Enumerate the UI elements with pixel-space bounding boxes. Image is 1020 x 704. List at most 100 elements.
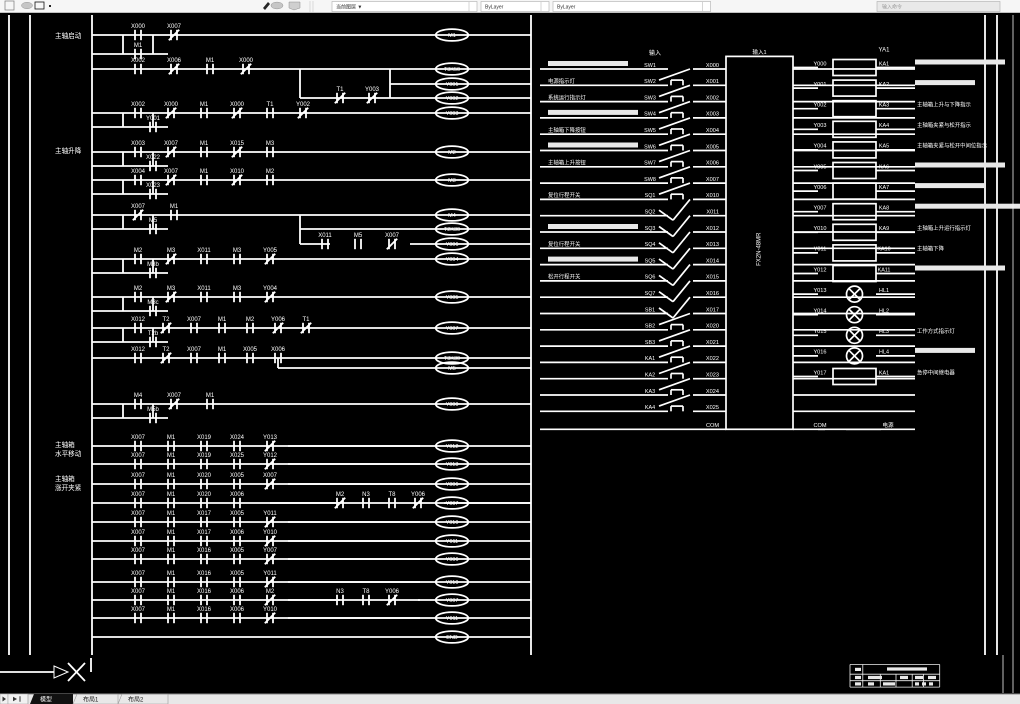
svg-text:X005: X005 — [230, 548, 245, 554]
svg-text:Y007: Y007 — [813, 206, 826, 212]
svg-text:X007: X007 — [131, 530, 146, 536]
svg-text:M2: M2 — [266, 589, 275, 595]
svg-text:SW7: SW7 — [644, 161, 656, 167]
svg-text:KA8: KA8 — [879, 206, 889, 212]
svg-text:SW5: SW5 — [644, 128, 656, 134]
svg-text:复位行程开关: 复位行程开关 — [548, 191, 581, 199]
svg-text:松开行程开关: 松开行程开关 — [548, 273, 581, 281]
svg-text:T1: T1 — [302, 317, 310, 323]
svg-text:X006: X006 — [271, 347, 286, 353]
svg-text:X024: X024 — [706, 389, 719, 395]
svg-text:Y012: Y012 — [263, 453, 278, 459]
svg-text:X005: X005 — [230, 511, 245, 517]
svg-text:X024: X024 — [230, 435, 245, 441]
svg-text:X011: X011 — [706, 210, 719, 216]
svg-text:M1: M1 — [167, 571, 176, 577]
svg-text:Y013: Y013 — [813, 288, 826, 294]
svg-text:主轴箱上升与下降指示: 主轴箱上升与下降指示 — [917, 101, 972, 109]
svg-text:T2K30: T2K30 — [444, 227, 460, 233]
svg-text:X006: X006 — [167, 58, 182, 64]
svg-text:Y010: Y010 — [263, 530, 278, 536]
svg-text:布局1: 布局1 — [83, 696, 99, 704]
svg-text:Y006: Y006 — [385, 589, 400, 595]
svg-text:SB2: SB2 — [645, 324, 655, 330]
svg-text:Y004: Y004 — [263, 286, 278, 292]
svg-text:工作方式指示灯: 工作方式指示灯 — [917, 327, 955, 335]
svg-text:水平移动: 水平移动 — [55, 449, 82, 458]
svg-text:X012: X012 — [131, 317, 146, 323]
svg-text:X006: X006 — [230, 589, 245, 595]
svg-text:X016: X016 — [197, 607, 212, 613]
svg-text:M1: M1 — [167, 530, 176, 536]
svg-text:T2: T2 — [162, 317, 170, 323]
svg-text:Y014: Y014 — [813, 309, 826, 315]
svg-text:X007: X007 — [385, 233, 400, 239]
svg-text:涨开夹紧: 涨开夹紧 — [55, 483, 82, 492]
svg-text:KA5: KA5 — [879, 144, 889, 150]
svg-text:M3: M3 — [233, 286, 242, 292]
svg-text:END: END — [446, 635, 458, 641]
svg-text:M2: M2 — [336, 492, 345, 498]
svg-text:M1: M1 — [200, 169, 209, 175]
svg-text:X015: X015 — [706, 275, 719, 281]
svg-text:Y011: Y011 — [263, 571, 277, 577]
svg-text:X012: X012 — [131, 347, 146, 353]
svg-text:KA10: KA10 — [877, 247, 890, 253]
svg-text:Y011: Y011 — [263, 511, 277, 517]
svg-text:主轴箱夹紧与松开中间位指示: 主轴箱夹紧与松开中间位指示 — [917, 142, 988, 150]
svg-text:X016: X016 — [706, 291, 719, 297]
svg-text:X020: X020 — [706, 324, 719, 330]
svg-text:COM: COM — [706, 423, 719, 429]
svg-text:SW1: SW1 — [644, 63, 656, 69]
svg-text:Y010: Y010 — [446, 520, 459, 526]
svg-text:X011: X011 — [197, 248, 211, 254]
svg-text:M2: M2 — [448, 150, 456, 156]
svg-text:输入命令: 输入命令 — [882, 4, 902, 11]
svg-text:Y007: Y007 — [263, 548, 278, 554]
svg-text:HL4: HL4 — [879, 350, 889, 356]
svg-text:KA1: KA1 — [879, 61, 889, 67]
svg-text:Y013: Y013 — [263, 435, 278, 441]
svg-text:ByLayer: ByLayer — [557, 5, 576, 11]
svg-text:M3: M3 — [266, 141, 275, 147]
svg-text:主轴箱夹紧与松开指示: 主轴箱夹紧与松开指示 — [917, 121, 972, 129]
svg-text:Y015: Y015 — [813, 329, 826, 335]
svg-text:X007: X007 — [131, 453, 146, 459]
svg-text:X007: X007 — [131, 548, 146, 554]
svg-text:M1: M1 — [134, 43, 143, 49]
svg-text:M1: M1 — [167, 589, 176, 595]
svg-text:X002: X002 — [131, 58, 146, 64]
svg-text:Y003: Y003 — [446, 111, 459, 117]
svg-text:Y006: Y006 — [271, 317, 286, 323]
svg-text:X010: X010 — [230, 169, 245, 175]
svg-text:X007: X007 — [263, 473, 278, 479]
svg-text:M4: M4 — [134, 393, 143, 399]
svg-text:KA4: KA4 — [645, 405, 655, 411]
svg-text:M1: M1 — [206, 393, 215, 399]
svg-text:X022: X022 — [706, 356, 719, 362]
svg-text:KA7: KA7 — [879, 185, 889, 191]
svg-text:T8: T8 — [388, 492, 396, 498]
svg-text:M2: M2 — [134, 286, 143, 292]
svg-text:Y007: Y007 — [446, 501, 459, 507]
svg-text:Y002: Y002 — [296, 102, 311, 108]
svg-text:X000: X000 — [164, 102, 179, 108]
svg-text:Y007: Y007 — [446, 326, 459, 332]
svg-text:X005: X005 — [243, 347, 258, 353]
svg-text:X025: X025 — [706, 405, 719, 411]
svg-text:T3K30: T3K30 — [444, 356, 460, 362]
svg-text:SQ4: SQ4 — [645, 242, 656, 248]
svg-text:X015: X015 — [230, 141, 245, 147]
svg-text:主轴箱下降: 主轴箱下降 — [917, 245, 945, 253]
svg-text:SB3: SB3 — [645, 340, 655, 346]
svg-text:M1: M1 — [200, 102, 209, 108]
svg-text:Y006: Y006 — [446, 242, 459, 248]
svg-text:SW8: SW8 — [644, 177, 656, 183]
svg-text:主轴启动: 主轴启动 — [55, 31, 82, 40]
svg-text:M1: M1 — [167, 435, 176, 441]
svg-text:X020: X020 — [197, 473, 212, 479]
svg-text:M1: M1 — [167, 453, 176, 459]
svg-text:X013: X013 — [706, 242, 719, 248]
svg-text:主轴箱: 主轴箱 — [55, 440, 75, 449]
svg-text:X023: X023 — [706, 373, 719, 379]
